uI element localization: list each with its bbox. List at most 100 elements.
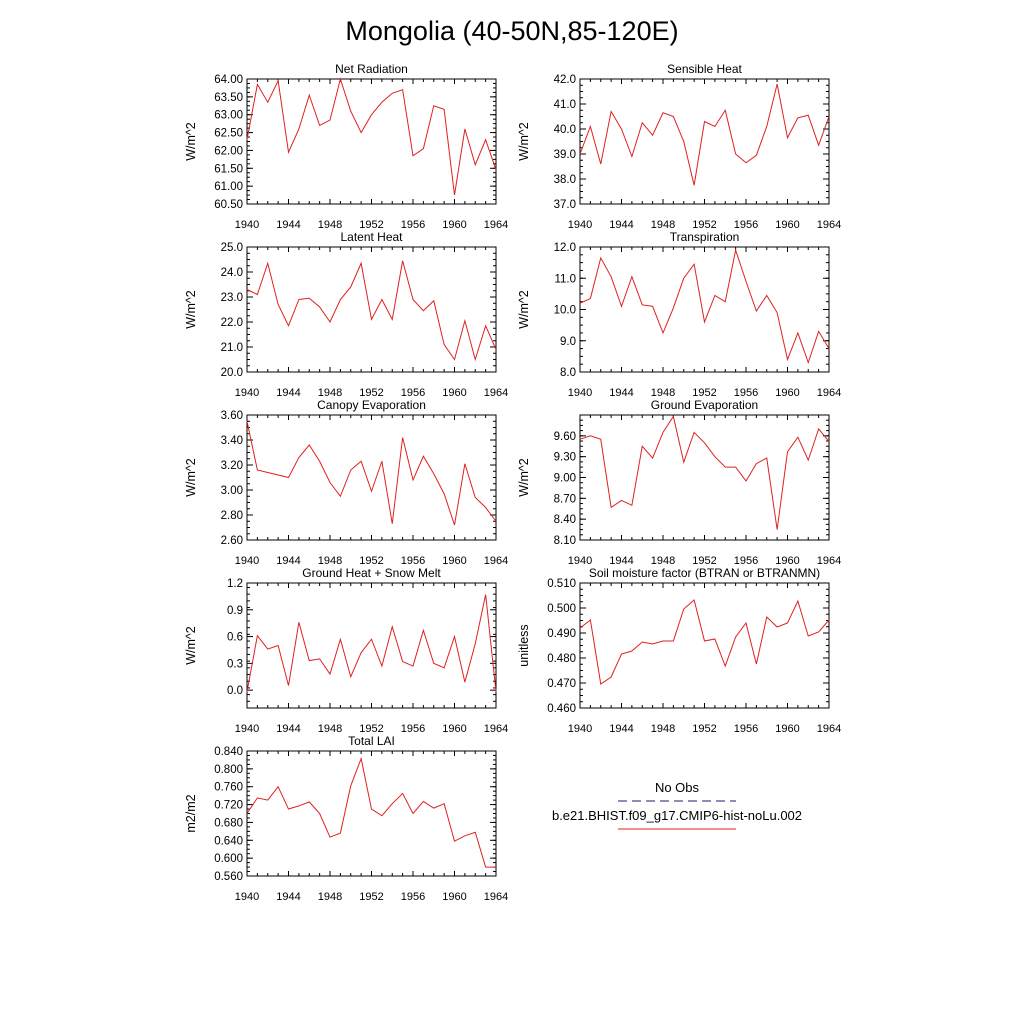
x-tick-label: 1940 (568, 387, 592, 399)
x-tick-label: 1940 (235, 387, 259, 399)
y-axis-label: unitless (517, 624, 531, 666)
chart-title: Soil moisture factor (BTRAN or BTRANMN) (589, 566, 820, 580)
x-tick-label: 1964 (817, 555, 841, 567)
x-tick-label: 1944 (609, 219, 633, 231)
series-line-1 (246, 421, 497, 526)
y-tick-label: 62.50 (214, 128, 243, 140)
y-tick-label: 37.0 (554, 199, 576, 211)
x-tick-label: 1944 (609, 723, 633, 735)
y-tick-label: 0.680 (214, 817, 243, 829)
x-tick-label: 1944 (276, 723, 300, 735)
y-tick-label: 0.0 (227, 685, 243, 697)
x-tick-label: 1940 (235, 891, 259, 903)
chart-panel-7: Ground Heat + Snow Melt 1940 1944 1948 1952 1… (184, 566, 508, 735)
y-tick-label: 0.3 (227, 658, 243, 670)
y-tick-label: 38.0 (554, 174, 576, 186)
x-tick-label: 1940 (568, 723, 592, 735)
y-tick-label: 20.0 (221, 367, 243, 379)
panels-group: Net Radiation 1940 1944 1948 1952 1956 1960 196… (184, 62, 841, 903)
y-tick-label: 0.470 (547, 678, 576, 690)
series-line-1 (246, 594, 497, 693)
y-tick-label: 0.760 (214, 782, 243, 794)
y-tick-label: 22.0 (221, 317, 243, 329)
y-axis-label: W/m^2 (184, 458, 198, 497)
series-line-1 (579, 83, 830, 186)
x-tick-label: 1960 (442, 555, 466, 567)
x-tick-label: 1944 (609, 387, 633, 399)
x-tick-label: 1952 (692, 219, 716, 231)
x-tick-label: 1960 (442, 723, 466, 735)
series-line-1 (246, 77, 497, 196)
y-tick-label: 2.80 (221, 510, 243, 522)
page-title: Mongolia (40-50N,85-120E) (345, 16, 678, 46)
y-axis-label: W/m^2 (517, 122, 531, 161)
x-tick-label: 1964 (484, 387, 508, 399)
y-tick-label: 61.50 (214, 163, 243, 175)
y-tick-label: 8.10 (554, 535, 576, 547)
x-tick-label: 1952 (359, 555, 383, 567)
x-tick-label: 1956 (734, 219, 758, 231)
y-tick-label: 0.600 (214, 853, 243, 865)
x-tick-label: 1956 (734, 387, 758, 399)
y-tick-label: 2.60 (221, 535, 243, 547)
x-tick-label: 1944 (276, 891, 300, 903)
x-tick-label: 1964 (484, 219, 508, 231)
series-line-1 (246, 756, 496, 868)
chart-panel-5: Canopy Evaporation 1940 1944 1948 1952 1956 19… (184, 398, 508, 567)
y-tick-label: 11.0 (554, 273, 576, 285)
y-tick-label: 0.480 (547, 653, 576, 665)
x-tick-label: 1960 (442, 891, 466, 903)
x-tick-label: 1960 (442, 219, 466, 231)
y-tick-label: 25.0 (221, 242, 243, 254)
x-tick-label: 1956 (734, 555, 758, 567)
y-tick-label: 12.0 (554, 242, 576, 254)
y-tick-label: 0.510 (547, 578, 576, 590)
chart-panel-1: Net Radiation 1940 1944 1948 1952 1956 1960 196… (184, 62, 508, 231)
x-tick-label: 1952 (359, 723, 383, 735)
y-tick-label: 63.50 (214, 92, 243, 104)
x-tick-label: 1948 (318, 555, 342, 567)
x-tick-label: 1948 (318, 219, 342, 231)
y-axis-label: W/m^2 (517, 458, 531, 497)
chart-title: Transpiration (670, 230, 740, 244)
x-tick-label: 1940 (568, 219, 592, 231)
y-tick-label: 10.0 (554, 305, 576, 317)
x-tick-label: 1956 (401, 891, 425, 903)
y-tick-label: 3.60 (221, 410, 243, 422)
y-tick-label: 0.840 (214, 746, 243, 758)
chart-panel-3: Latent Heat 1940 1944 1948 1952 1956 1960 1964 2… (184, 230, 508, 399)
x-tick-label: 1952 (359, 219, 383, 231)
x-tick-label: 1960 (775, 555, 799, 567)
y-tick-label: 9.0 (560, 336, 576, 348)
chart-title: Total LAI (348, 734, 395, 748)
x-tick-label: 1940 (235, 723, 259, 735)
y-tick-label: 9.00 (554, 473, 576, 485)
chart-panel-2: Sensible Heat 1940 1944 1948 1952 1956 1960 196… (517, 62, 841, 231)
x-tick-label: 1944 (276, 555, 300, 567)
y-tick-label: 3.40 (221, 435, 243, 447)
y-tick-label: 60.50 (214, 199, 243, 211)
x-tick-label: 1948 (651, 723, 675, 735)
x-tick-label: 1956 (401, 219, 425, 231)
y-tick-label: 24.0 (221, 267, 243, 279)
x-tick-label: 1948 (318, 723, 342, 735)
y-axis-label: W/m^2 (184, 122, 198, 161)
y-axis-label: W/m^2 (517, 290, 531, 329)
y-tick-label: 64.00 (214, 74, 243, 86)
y-tick-label: 0.720 (214, 800, 243, 812)
x-tick-label: 1964 (484, 723, 508, 735)
y-tick-label: 42.0 (554, 74, 576, 86)
chart-title: Canopy Evaporation (317, 398, 426, 412)
series-line-1 (246, 260, 497, 362)
x-tick-label: 1956 (401, 387, 425, 399)
y-tick-label: 23.0 (221, 292, 243, 304)
x-tick-label: 1948 (651, 219, 675, 231)
x-tick-label: 1940 (235, 555, 259, 567)
x-tick-label: 1956 (401, 555, 425, 567)
series-line-1 (579, 248, 830, 365)
x-tick-label: 1952 (692, 555, 716, 567)
y-axis-label: W/m^2 (184, 626, 198, 665)
chart-title: Net Radiation (335, 62, 408, 76)
y-tick-label: 9.60 (554, 431, 576, 443)
